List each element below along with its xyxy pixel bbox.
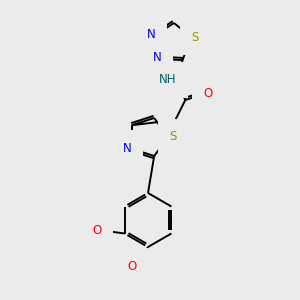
Text: N: N: [153, 51, 161, 64]
Text: O: O: [128, 260, 136, 272]
Text: O: O: [204, 87, 213, 101]
Text: N: N: [147, 28, 156, 41]
Text: N: N: [122, 142, 131, 155]
Text: S: S: [192, 31, 199, 44]
Text: O: O: [92, 224, 101, 237]
Text: NH: NH: [159, 74, 176, 86]
Text: S: S: [169, 130, 177, 143]
